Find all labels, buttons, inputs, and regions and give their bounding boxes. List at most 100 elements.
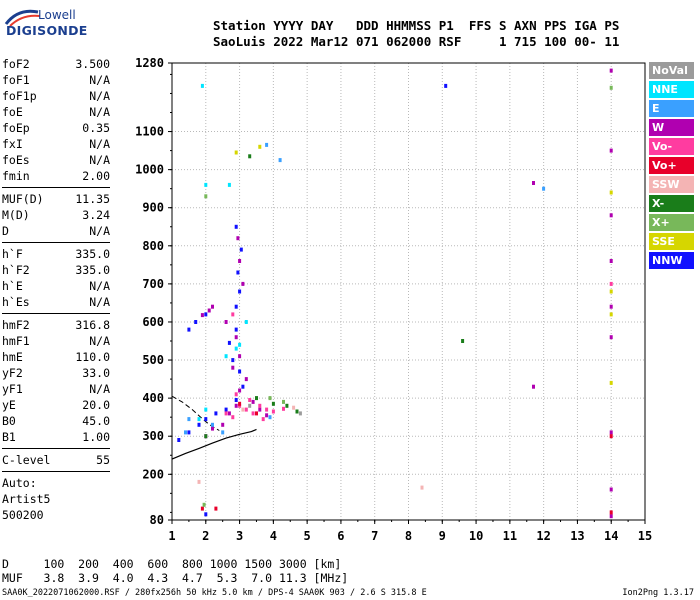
echo-point-nnw: [234, 327, 238, 332]
echo-point-nnw: [444, 83, 448, 88]
param-value: N/A: [89, 105, 110, 119]
param-label: foF2: [2, 57, 30, 71]
param-value: N/A: [89, 89, 110, 103]
echo-point-w: [265, 413, 269, 418]
param-row-hmf1: hmF1 N/A: [2, 333, 110, 349]
echo-point-nnw: [197, 422, 201, 427]
x-tick-label: 8: [405, 529, 412, 543]
echo-point-nne: [204, 182, 208, 187]
echo-point-nne: [244, 320, 248, 324]
echo-point-x: [202, 502, 206, 507]
echo-point-w: [236, 236, 240, 241]
param-row-d: D N/A: [2, 223, 110, 239]
echo-point-nnw: [187, 430, 191, 435]
echo-point-w: [231, 365, 235, 370]
echo-point-w: [238, 354, 242, 359]
scaled-parameters-panel: foF2 3.500 foF1 N/A foF1p N/A foE N/A foEp 0.35 fx…: [2, 56, 110, 523]
param-row-hme: hmE 110.0: [2, 349, 110, 365]
echo-point-x: [268, 396, 272, 401]
echo-point-noval: [298, 411, 302, 416]
echo-point-nnw: [234, 398, 238, 402]
param-row-md: M(D) 3.24: [2, 207, 110, 223]
echo-point-x: [204, 194, 208, 199]
echo-point-nnw: [187, 327, 191, 332]
echo-point-x: [271, 401, 275, 406]
echo-point-w: [227, 411, 231, 416]
param-value: 1.00: [82, 430, 110, 444]
distance-row: D 100 200 400 600 800 1000 1500 3000 [km…: [2, 557, 342, 571]
param-row-hes: h`Es N/A: [2, 294, 110, 310]
param-label: foE: [2, 105, 23, 119]
param-row-b0: B0 45.0: [2, 413, 110, 429]
param-row-fof1: foF1 N/A: [2, 72, 110, 88]
echo-point-w: [609, 304, 613, 309]
param-label: C-level: [2, 453, 51, 467]
legend-item-x: X+: [649, 214, 694, 231]
param-divider: [2, 471, 110, 472]
echo-point-w: [609, 259, 613, 263]
y-tick-label: 80: [150, 513, 164, 527]
echo-point-nnw: [204, 417, 208, 422]
echo-point-w: [234, 403, 238, 408]
echo-point-w: [244, 377, 248, 382]
param-divider: [2, 242, 110, 243]
echo-point-w: [221, 422, 225, 427]
param-divider: [2, 448, 110, 449]
x-tick-label: 3: [236, 529, 243, 543]
polarization-legend: NoVal NNE E W Vo- Vo+ SSW X- X+ SSE NNW: [649, 62, 694, 271]
echo-point-nnw: [234, 304, 238, 309]
param-row-clevel: C-level 55: [2, 452, 110, 468]
logo-text-lowell: Lowell: [38, 8, 76, 22]
echo-point-e: [542, 186, 546, 191]
echo-point-w: [238, 388, 242, 393]
plot-grid: [172, 63, 645, 520]
echo-point-vo: [231, 312, 235, 317]
param-label: h`E: [2, 279, 23, 293]
echo-point-x: [461, 339, 465, 343]
x-tick-label: 10: [469, 529, 483, 543]
x-tick-label: 5: [304, 529, 311, 543]
param-value: 45.0: [82, 414, 110, 428]
echo-point-w: [200, 313, 204, 318]
param-value: 2.00: [82, 169, 110, 183]
echo-point-w: [241, 281, 245, 286]
param-value: 55: [96, 453, 110, 467]
x-tick-label: 13: [570, 529, 584, 543]
echo-point-ssw: [420, 485, 424, 490]
echo-points: [177, 68, 613, 519]
param-label: M(D): [2, 208, 30, 222]
echo-point-nne: [197, 417, 201, 422]
echo-point-x: [248, 154, 252, 159]
echo-point-w: [258, 407, 262, 412]
echo-point-w: [609, 335, 613, 340]
param-value: 3.500: [75, 57, 110, 71]
echo-point-vo: [271, 409, 275, 414]
echo-point-vo: [224, 411, 228, 416]
echo-point-x: [204, 434, 208, 439]
echo-point-nnw: [234, 224, 238, 229]
echo-point-w: [238, 259, 242, 263]
param-value: N/A: [89, 137, 110, 151]
legend-item-nne: NNE: [649, 81, 694, 98]
autoscale-info: 500200: [2, 508, 44, 522]
echo-point-w: [532, 384, 535, 389]
param-value: N/A: [89, 153, 110, 167]
echo-point-vo: [234, 392, 238, 397]
x-tick-label: 12: [536, 529, 550, 543]
echo-point-vo: [214, 506, 218, 511]
echo-point-nnw: [177, 438, 181, 442]
param-label: foEs: [2, 153, 30, 167]
echo-point-x: [255, 396, 258, 401]
legend-item-noval: NoVal: [649, 62, 694, 79]
echo-point-x: [282, 399, 285, 404]
echo-point-e: [221, 430, 225, 435]
echo-point-nnw: [194, 320, 198, 324]
param-label: hmE: [2, 350, 23, 364]
echo-point-nnw: [224, 407, 228, 412]
legend-item-nnw: NNW: [649, 252, 694, 269]
param-value: N/A: [89, 382, 110, 396]
autoscale-info: Auto:: [2, 476, 37, 490]
param-value: 33.0: [82, 366, 110, 380]
param-row-b1: B1 1.00: [2, 429, 110, 445]
y-tick-label: 1000: [135, 163, 164, 177]
